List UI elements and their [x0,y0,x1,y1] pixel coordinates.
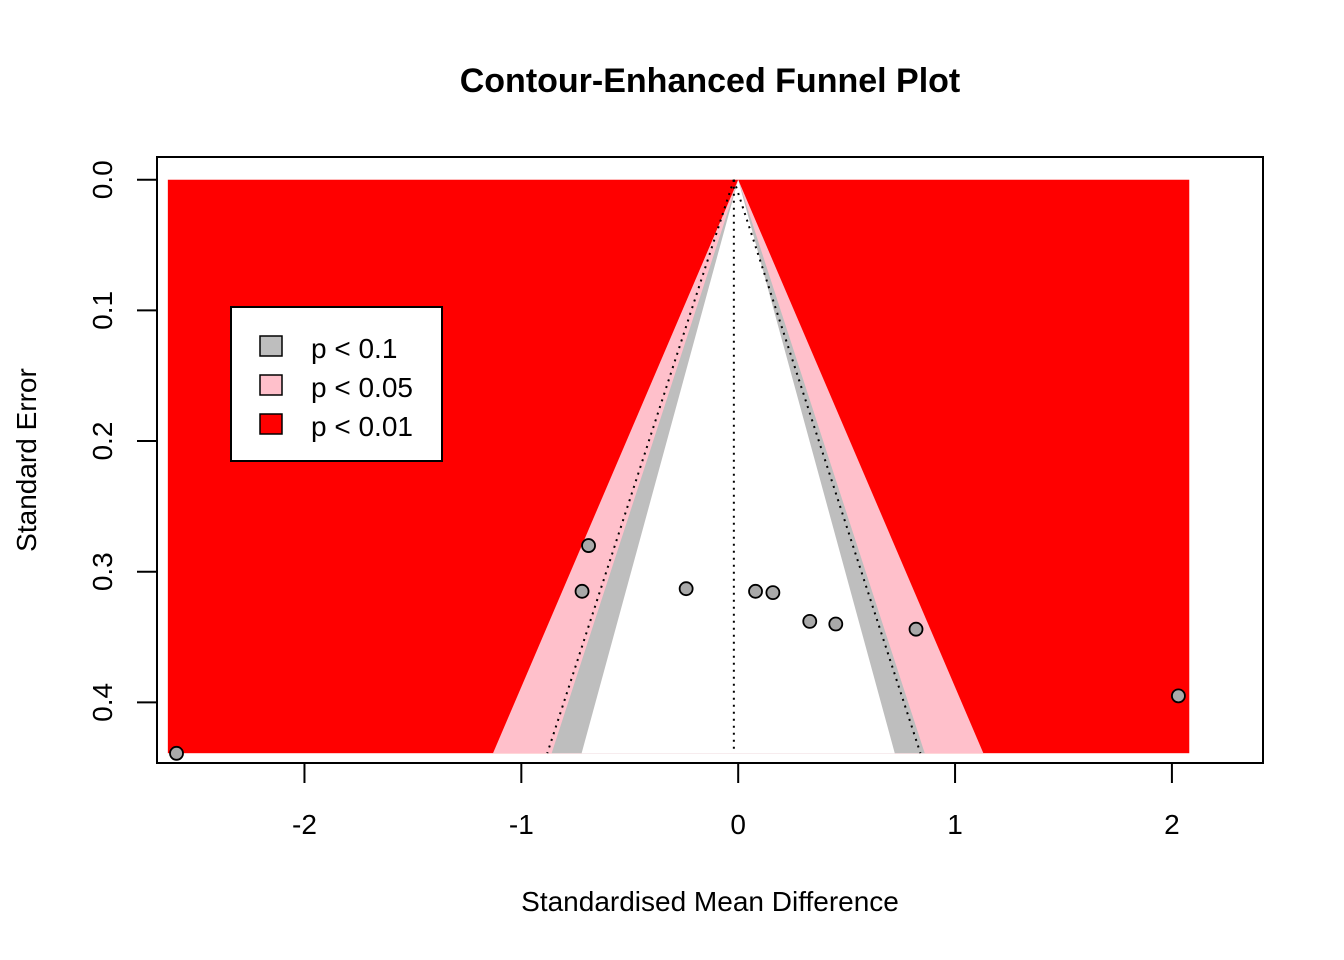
study-point [678,581,694,597]
x-tick-label: -1 [509,809,534,840]
study-point [581,538,596,553]
legend-label: p < 0.1 [311,333,397,364]
study-point [908,621,924,637]
study-point [748,583,763,599]
y-axis-label: Standard Error [11,368,42,552]
y-tick-label: 0.0 [87,160,118,199]
legend-label: p < 0.05 [311,372,413,403]
y-axis: 0.0 0.1 0.2 0.3 0.4 [87,160,158,722]
legend-swatch [259,413,283,435]
study-point [169,745,184,761]
legend-item-p-0-01: p < 0.01 [259,411,413,442]
x-tick-label: 2 [1164,809,1180,840]
x-axis: -2 -1 0 1 2 [292,762,1180,840]
y-tick-label: 0.4 [87,683,118,722]
funnel-right-boundary [732,179,922,754]
plot-area [167,179,1190,761]
study-point [574,583,590,599]
funnel-left-boundary [546,179,735,754]
x-axis-label: Standardised Mean Difference [521,886,899,917]
study-point [828,616,844,632]
x-tick-label: 1 [947,809,963,840]
x-tick-label: 0 [730,809,746,840]
y-tick-label: 0.2 [87,422,118,461]
legend-swatch [259,374,283,396]
x-tick-label: -2 [292,809,317,840]
y-tick-label: 0.1 [87,291,118,330]
legend: p < 0.1 p < 0.05 p < 0.01 [230,306,443,462]
study-point [1171,688,1186,704]
non-significant-region [581,179,895,754]
study-point [802,613,818,629]
legend-item-p-0-1: p < 0.1 [259,333,397,364]
legend-label: p < 0.01 [311,411,413,442]
legend-item-p-0-05: p < 0.05 [259,372,413,403]
chart-title: Contour-Enhanced Funnel Plot [460,62,961,100]
legend-swatch [259,335,283,357]
study-point [765,585,781,601]
y-tick-label: 0.3 [87,552,118,591]
